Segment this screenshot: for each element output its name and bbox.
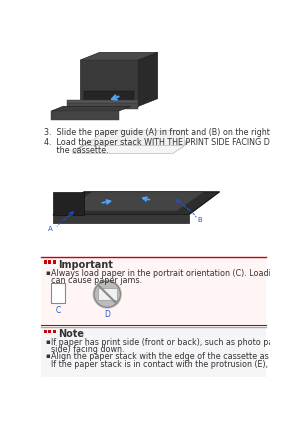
Polygon shape (84, 130, 185, 145)
Text: 4.  Load the paper stack WITH THE PRINT SIDE FACING DOWN, and place it in the ce: 4. Load the paper stack WITH THE PRINT S… (44, 138, 300, 147)
Circle shape (92, 279, 122, 309)
Text: If paper has print side (front or back), such as photo paper, load it with the w: If paper has print side (front or back),… (51, 338, 300, 347)
Text: ▪: ▪ (45, 270, 50, 276)
Text: ▪: ▪ (45, 339, 50, 345)
Text: Align the paper stack with the edge of the cassette as shown in the figure below: Align the paper stack with the edge of t… (51, 352, 300, 361)
Polygon shape (53, 215, 189, 223)
Bar (44, 260, 47, 264)
Text: ▪: ▪ (45, 353, 50, 359)
Bar (53, 260, 56, 264)
Polygon shape (64, 192, 204, 211)
Polygon shape (138, 53, 158, 106)
Text: Note: Note (58, 329, 84, 339)
Text: can cause paper jams.: can cause paper jams. (51, 276, 142, 285)
Polygon shape (74, 145, 186, 152)
Bar (41, 326, 266, 380)
Polygon shape (72, 145, 185, 153)
Bar (48, 329, 52, 333)
Polygon shape (80, 60, 138, 106)
Polygon shape (80, 53, 158, 60)
Polygon shape (67, 103, 138, 109)
Bar (98, 288, 117, 300)
Text: the cassette.: the cassette. (44, 145, 108, 155)
Polygon shape (67, 100, 138, 103)
Bar (48, 260, 52, 264)
Polygon shape (52, 111, 119, 120)
Bar (52, 283, 65, 304)
Bar (53, 329, 56, 333)
Text: B: B (197, 217, 202, 223)
Text: C: C (56, 306, 61, 315)
Polygon shape (84, 91, 134, 103)
Text: D: D (104, 310, 110, 318)
Text: Important: Important (58, 259, 113, 270)
Bar (41, 257, 266, 325)
Text: A: A (48, 226, 52, 232)
Text: side) facing down.: side) facing down. (51, 345, 124, 354)
Circle shape (94, 281, 120, 307)
Text: Always load paper in the portrait orientation (C). Loading paper in the landscap: Always load paper in the portrait orient… (51, 269, 300, 278)
Text: 3.  Slide the paper guide (A) in front and (B) on the right to open the guides.: 3. Slide the paper guide (A) in front an… (44, 128, 300, 137)
Polygon shape (77, 141, 189, 149)
Polygon shape (52, 106, 130, 111)
Polygon shape (53, 192, 220, 215)
Text: If the paper stack is in contact with the protrusion (E), the paper may not be f: If the paper stack is in contact with th… (51, 360, 300, 369)
Bar (44, 329, 47, 333)
Polygon shape (53, 192, 84, 215)
Polygon shape (75, 143, 187, 151)
Polygon shape (76, 142, 188, 150)
